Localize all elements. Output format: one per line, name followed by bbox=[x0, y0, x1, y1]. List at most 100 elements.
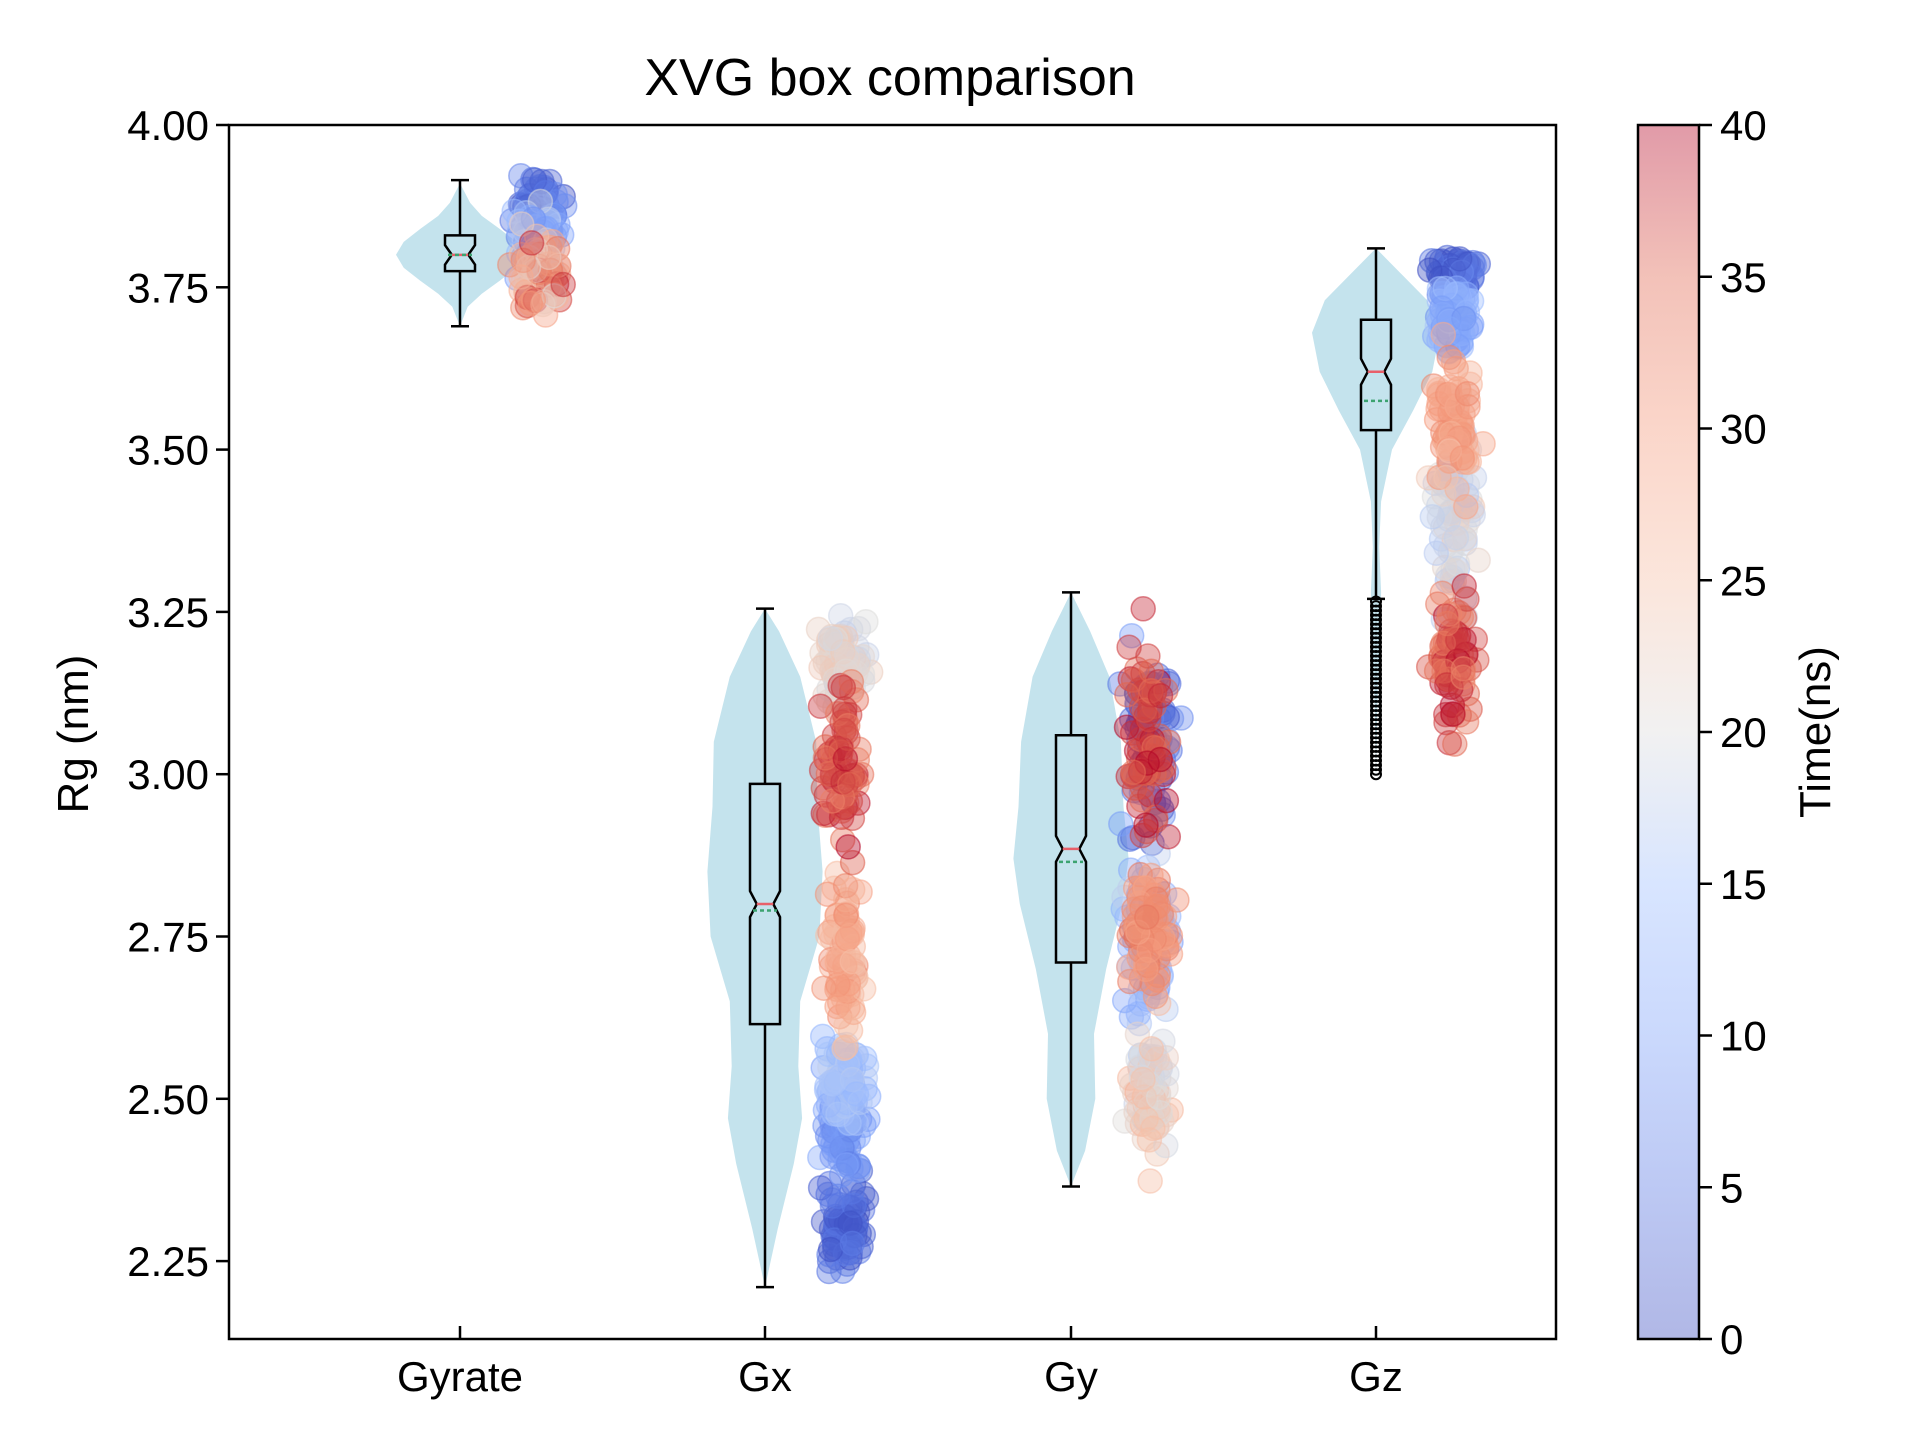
scatter-point bbox=[1153, 787, 1180, 814]
scatter-point bbox=[1125, 1001, 1152, 1027]
scatter-gz bbox=[1415, 244, 1496, 757]
box-gyrate bbox=[443, 234, 477, 273]
box-gz bbox=[1359, 318, 1393, 432]
scatter-point bbox=[828, 1162, 855, 1188]
scatter-point bbox=[1455, 394, 1481, 420]
scatter-point bbox=[1145, 962, 1172, 989]
scatter-point bbox=[825, 1101, 851, 1128]
scatter-point bbox=[824, 993, 850, 1020]
scatter-point bbox=[1130, 596, 1156, 622]
box-gy bbox=[1054, 733, 1088, 964]
series-gx bbox=[707, 602, 884, 1289]
scatter-point bbox=[537, 257, 564, 283]
scatter-point bbox=[1127, 759, 1154, 785]
scatter-point bbox=[853, 608, 879, 635]
scatter-point bbox=[850, 976, 877, 1002]
scatter-point bbox=[1137, 1168, 1163, 1194]
scatter-point bbox=[1431, 481, 1457, 507]
x-tick-label-gx: Gx bbox=[738, 1353, 792, 1400]
scatter-point bbox=[831, 717, 857, 744]
scatter-point bbox=[830, 674, 857, 701]
scatter-gyrate bbox=[497, 163, 578, 328]
scatter-point bbox=[839, 1230, 866, 1257]
violin-gx bbox=[707, 608, 823, 1288]
scatter-point bbox=[1140, 1115, 1166, 1142]
scatter-point bbox=[1126, 1010, 1153, 1037]
scatter-point bbox=[1125, 919, 1151, 945]
scatter-point bbox=[1449, 445, 1476, 471]
scatter-point bbox=[1444, 550, 1471, 577]
colorbar-tick-label: 40 bbox=[1720, 102, 1767, 149]
scatter-point bbox=[814, 881, 841, 907]
scatter-point bbox=[833, 1034, 859, 1060]
colorbar: 0 5 10 15 20 25 30 35 40 Time(ns) bbox=[1636, 102, 1840, 1363]
scatter-point bbox=[1430, 321, 1457, 348]
scatter-point bbox=[832, 746, 859, 772]
colorbar-tick-label: 5 bbox=[1720, 1164, 1743, 1211]
violin-gy bbox=[1013, 592, 1129, 1187]
scatter-point bbox=[1168, 705, 1194, 731]
scatter-point bbox=[837, 771, 863, 798]
scatter-point bbox=[518, 230, 545, 256]
colorbar-tick-label: 30 bbox=[1720, 406, 1767, 453]
scatter-point bbox=[1145, 1084, 1172, 1111]
box-gx bbox=[748, 782, 782, 1026]
scatter-point bbox=[1130, 1066, 1156, 1093]
scatter-point bbox=[508, 264, 534, 290]
colorbar-tick-label: 15 bbox=[1720, 861, 1767, 908]
scatter-point bbox=[1451, 573, 1477, 599]
scatter-point bbox=[1133, 956, 1159, 983]
scatter-point bbox=[1440, 349, 1467, 375]
scatter-point bbox=[837, 1210, 863, 1236]
scatter-point bbox=[1138, 658, 1165, 684]
scatter-point bbox=[1446, 246, 1473, 272]
y-tick-label: 2.25 bbox=[127, 1238, 209, 1285]
scatter-point bbox=[817, 625, 844, 652]
y-tick-label: 3.50 bbox=[127, 427, 209, 474]
y-tick-label: 2.50 bbox=[127, 1076, 209, 1123]
scatter-point bbox=[1426, 464, 1452, 491]
colorbar-tick-label: 20 bbox=[1720, 709, 1767, 756]
scatter-point bbox=[1435, 506, 1462, 533]
series-gy bbox=[1013, 591, 1194, 1194]
y-tick-label: 2.75 bbox=[127, 913, 209, 960]
scatter-point bbox=[1450, 656, 1477, 682]
colorbar-label: Time(ns) bbox=[1791, 646, 1840, 818]
flier-point bbox=[1370, 600, 1382, 613]
scatter-point bbox=[1447, 676, 1474, 703]
scatter-point bbox=[501, 198, 527, 224]
scatter-point bbox=[536, 244, 562, 271]
y-tick-label: 3.00 bbox=[127, 751, 209, 798]
scatter-point bbox=[1142, 983, 1169, 1010]
scatter-point bbox=[835, 834, 861, 860]
x-tick-label-gy: Gy bbox=[1044, 1353, 1098, 1400]
colorbar-tick-label: 35 bbox=[1720, 254, 1767, 301]
scatter-point bbox=[536, 251, 563, 277]
scatter-point bbox=[1120, 759, 1147, 786]
y-tick-label: 3.75 bbox=[127, 264, 209, 311]
scatter-point bbox=[1433, 709, 1459, 736]
scatter-point bbox=[1138, 862, 1164, 889]
scatter-point bbox=[1434, 610, 1460, 637]
scatter-point bbox=[1442, 731, 1468, 757]
scatter-point bbox=[1451, 525, 1478, 552]
scatter-point bbox=[1114, 681, 1140, 708]
scatter-point bbox=[1147, 682, 1174, 709]
scatter-point bbox=[1433, 464, 1459, 491]
scatter-point bbox=[1136, 937, 1162, 964]
scatter-point bbox=[520, 287, 547, 313]
scatter-point bbox=[825, 971, 851, 998]
colorbar-ticks: 0 5 10 15 20 25 30 35 40 bbox=[1699, 102, 1767, 1363]
scatter-point bbox=[825, 1183, 851, 1210]
scatter-point bbox=[1436, 601, 1463, 627]
y-tick-label: 3.25 bbox=[127, 589, 209, 636]
scatter-point bbox=[833, 1012, 859, 1038]
y-axis-label: Rg (nm) bbox=[49, 655, 98, 814]
scatter-point bbox=[1135, 706, 1162, 733]
y-axis: 2.25 2.50 2.75 3.00 3.25 3.50 3.75 4.00 bbox=[127, 102, 229, 1285]
scatter-point bbox=[1453, 709, 1480, 735]
scatter-point bbox=[840, 999, 867, 1026]
scatter-point bbox=[1434, 672, 1460, 698]
scatter-point bbox=[839, 849, 866, 876]
scatter-point bbox=[1436, 344, 1462, 371]
